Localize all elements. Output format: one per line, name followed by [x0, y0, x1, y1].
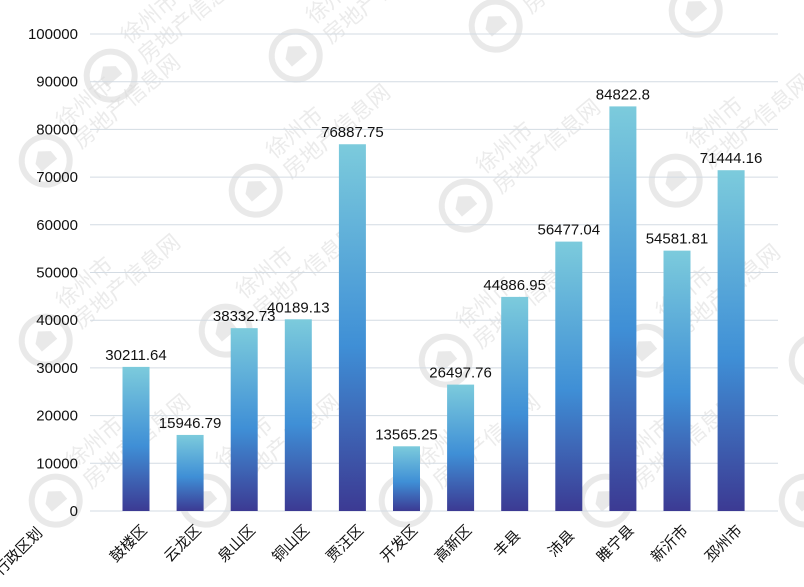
- data-label: 44886.95: [483, 277, 546, 294]
- x-tick-label: 鼓楼区: [106, 521, 151, 566]
- house-seal-icon: [668, 0, 723, 38]
- x-tick-label: 睢宁县: [593, 521, 638, 566]
- x-tick-label: 沛县: [544, 526, 578, 560]
- data-label: 54581.81: [646, 231, 709, 248]
- house-icon: [215, 321, 238, 342]
- house-icon: [435, 351, 458, 372]
- bar: [717, 170, 745, 511]
- house-icon: [485, 16, 508, 37]
- house-seal-icon: [438, 178, 493, 233]
- y-tick-label: 50000: [36, 265, 78, 282]
- house-seal-icon: [18, 133, 73, 188]
- x-tick-label: 泉山区: [214, 521, 259, 566]
- house-icon: [245, 181, 268, 202]
- x-tick-label: 云龙区: [160, 521, 205, 566]
- y-tick-label: 0: [70, 503, 78, 520]
- house-seal-icon: [18, 313, 73, 368]
- house-seal-icon: [468, 0, 523, 53]
- data-label: 15946.79: [159, 415, 222, 432]
- house-seal-icon: [378, 473, 433, 528]
- y-tick-label: 20000: [36, 408, 78, 425]
- house-icon: [455, 196, 478, 217]
- bar: [609, 106, 637, 512]
- data-label: 40189.13: [267, 299, 330, 316]
- data-label: 26497.76: [429, 365, 492, 382]
- house-icon: [665, 171, 688, 192]
- bars: [122, 106, 745, 512]
- house-seal-icon: [418, 333, 473, 388]
- bar: [663, 250, 691, 511]
- house-seal-icon: [83, 48, 138, 103]
- data-label: 56477.04: [538, 222, 601, 239]
- y-tick-label: 100000: [28, 26, 78, 43]
- x-tick-label: 铜山区: [268, 521, 313, 566]
- house-icon: [685, 1, 708, 22]
- house-icon: [635, 341, 658, 362]
- x-tick-label: 开发区: [377, 521, 422, 566]
- house-seal-icon: [28, 473, 83, 528]
- bar: [122, 366, 150, 511]
- gridlines: [90, 33, 778, 512]
- data-label: 84822.8: [596, 86, 650, 103]
- y-tick-label: 30000: [36, 360, 78, 377]
- data-label: 71444.16: [700, 150, 763, 167]
- bar: [230, 328, 258, 511]
- y-axis-ticks: 0 10000 20000 30000 40000 50000 60000 70000 8000…: [28, 26, 78, 520]
- x-tick-label: 高新区: [431, 521, 476, 566]
- house-seal-icon: [648, 153, 703, 208]
- y-tick-label: 70000: [36, 169, 78, 186]
- house-icon: [800, 345, 804, 372]
- y-tick-label: 60000: [36, 217, 78, 234]
- data-label: 30211.64: [105, 347, 166, 364]
- house-icon: [35, 331, 58, 352]
- bar: [447, 384, 475, 511]
- house-icon: [795, 491, 804, 512]
- y-tick-label: 10000: [36, 455, 78, 472]
- y-tick-label: 90000: [36, 74, 78, 91]
- watermark-line2: 房地产信息网: [719, 0, 804, 4]
- house-seal-icon: [778, 473, 804, 528]
- bar: [393, 446, 420, 511]
- data-label: 76887.75: [321, 124, 384, 141]
- house-icon: [35, 151, 58, 172]
- bar: [284, 319, 312, 511]
- x-axis-categories: 鼓楼区 云龙区 泉山区 铜山区 贾汪区 开发区 高新区 丰县 沛县 睢宁县 新沂市 邳州市: [106, 521, 746, 566]
- bar: [555, 241, 583, 511]
- house-seal-icon: [268, 28, 323, 83]
- bar: [501, 296, 529, 511]
- y-tick-label: 40000: [36, 312, 78, 329]
- data-label: 38332.73: [213, 308, 276, 325]
- bar: [338, 144, 366, 512]
- y-tick-label: 80000: [36, 121, 78, 138]
- x-tick-label: 贾汪区: [323, 521, 368, 566]
- watermark-line2: 房地产信息网: [519, 0, 636, 19]
- x-axis-label: 行政区划: [0, 524, 46, 579]
- house-icon: [45, 491, 68, 512]
- x-tick-label: 丰县: [490, 526, 524, 560]
- house-icon: [285, 46, 308, 67]
- bar: [176, 434, 204, 511]
- x-tick-label: 新沂市: [647, 521, 692, 566]
- house-seal-icon: [228, 163, 283, 218]
- data-label: 13565.25: [375, 426, 438, 443]
- house-seal-icon: [788, 333, 804, 388]
- x-tick-label: 邳州市: [701, 521, 746, 566]
